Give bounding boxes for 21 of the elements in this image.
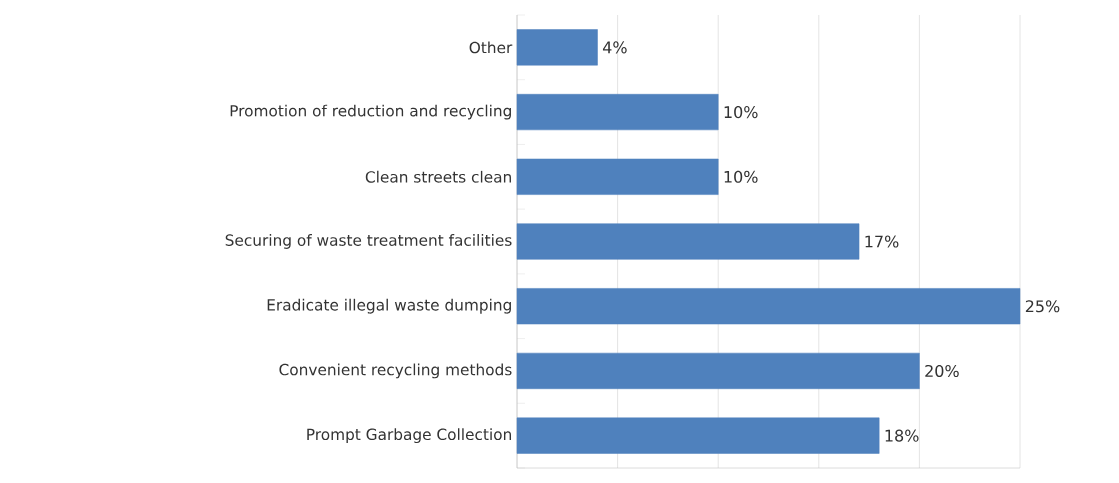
y-tick-label: Prompt Garbage Collection (307, 428, 511, 444)
y-tick-label: Securing of waste treatment facilities (225, 234, 512, 249)
data-label: 4% (602, 41, 627, 54)
bar (516, 29, 598, 66)
data-label: 20% (925, 364, 959, 377)
data-label: 25% (1025, 300, 1060, 313)
data-label: 10% (724, 106, 758, 119)
y-tick-label: Convenient recycling methods (279, 363, 512, 379)
bar (516, 417, 880, 454)
data-label: 17% (865, 235, 899, 248)
bar (516, 352, 920, 389)
y-tick-label: Clean streets clean (365, 170, 511, 183)
y-tick-label: Other (469, 41, 513, 54)
bar (516, 223, 860, 260)
bar (516, 94, 719, 131)
y-tick-label: Eradicate illegal waste dumping (267, 298, 511, 314)
bar (516, 288, 1021, 325)
data-label: 18% (885, 429, 919, 442)
data-label: 10% (724, 170, 758, 183)
y-tick-label: Promotion of reduction and recycling (230, 104, 511, 120)
bar (516, 158, 719, 195)
